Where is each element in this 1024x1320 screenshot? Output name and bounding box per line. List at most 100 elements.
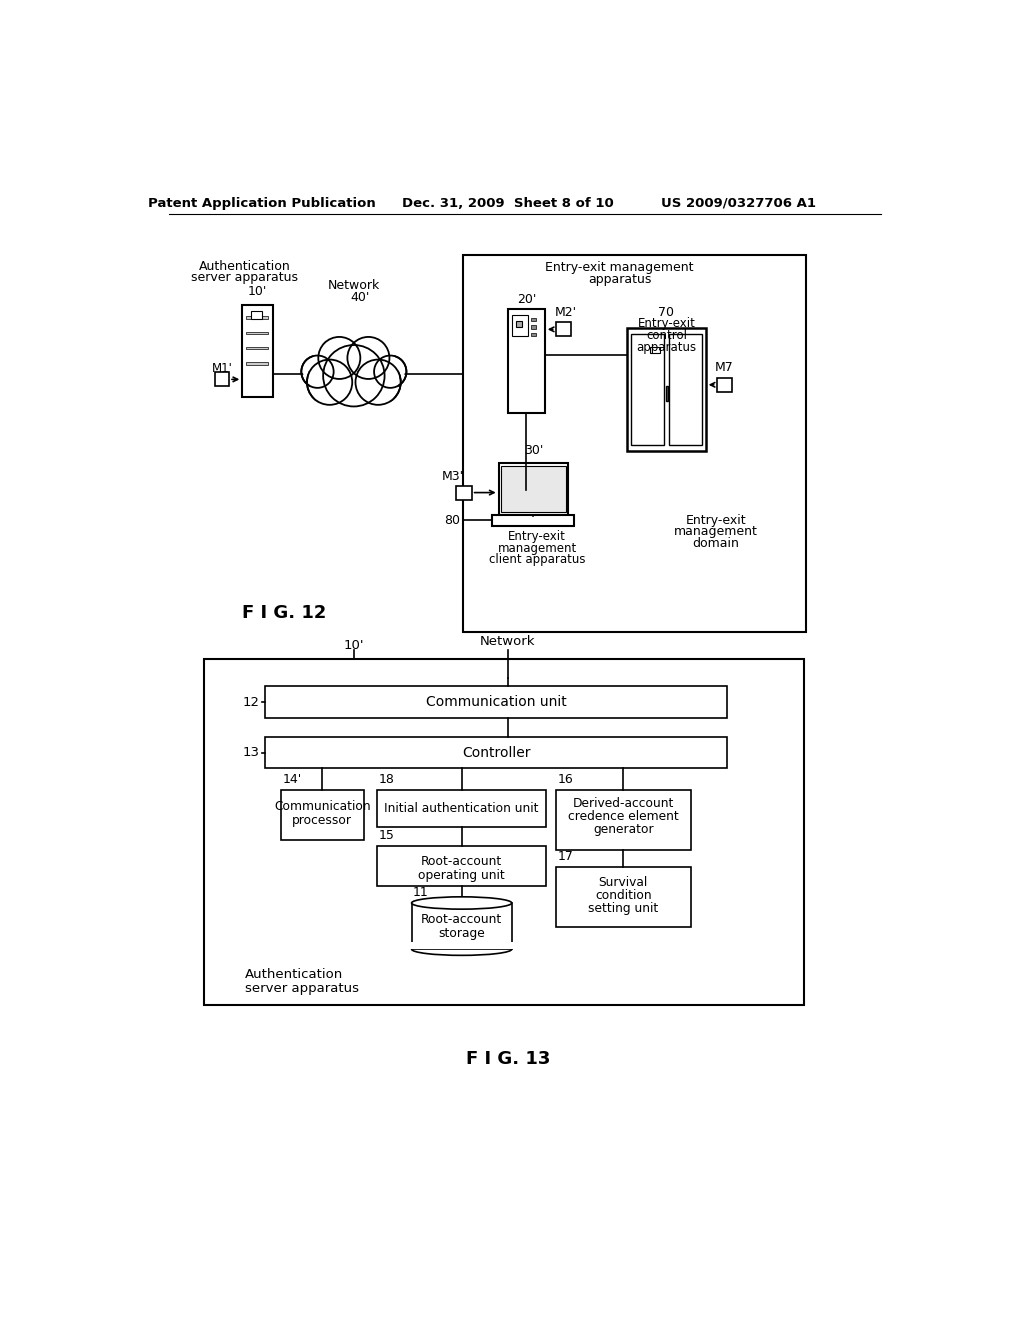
Bar [556,867,691,927]
Circle shape [324,345,385,407]
Text: Root-account: Root-account [421,855,503,869]
Text: control: control [646,329,687,342]
Text: F I G. 13: F I G. 13 [466,1051,550,1068]
Bar [512,314,528,337]
Bar [556,322,571,337]
Text: apparatus: apparatus [588,273,651,286]
Text: storage: storage [438,927,485,940]
Circle shape [350,341,386,376]
Bar [531,318,536,321]
Bar [515,321,521,327]
Bar [669,334,701,445]
Text: M2': M2' [555,306,577,319]
Text: Communication: Communication [274,800,371,813]
Text: US 2009/0327706 A1: US 2009/0327706 A1 [662,197,816,210]
Circle shape [310,363,349,401]
Text: 10': 10' [248,285,267,298]
Text: server apparatus: server apparatus [191,271,298,284]
Bar [493,515,574,525]
Text: Entry-exit: Entry-exit [685,513,746,527]
Text: Controller: Controller [462,746,530,760]
Bar [281,789,364,840]
Text: management: management [498,541,577,554]
Text: condition: condition [595,888,651,902]
Text: Derived-account: Derived-account [572,797,674,810]
Text: 10': 10' [344,639,365,652]
Text: apparatus: apparatus [637,341,696,354]
Text: Root-account: Root-account [421,913,503,927]
Bar [265,686,727,718]
Text: 11: 11 [413,886,429,899]
Text: 17: 17 [558,850,573,862]
Circle shape [328,350,380,401]
Bar [556,789,691,850]
Text: Entry-exit management: Entry-exit management [545,261,694,275]
Circle shape [304,358,331,385]
Text: 70: 70 [658,306,675,319]
Circle shape [318,337,360,379]
Bar [463,255,806,632]
Bar [412,903,512,949]
Text: Initial authentication unit: Initial authentication unit [384,801,539,814]
Circle shape [347,337,389,379]
Circle shape [307,359,352,405]
Text: F I G. 12: F I G. 12 [243,603,327,622]
Text: Authentication: Authentication [199,260,291,273]
Text: Survival: Survival [599,875,648,888]
Text: Network: Network [328,279,380,292]
Bar [628,327,706,451]
Text: management: management [674,525,758,539]
Bar [246,331,267,334]
Bar [531,333,536,337]
Text: processor: processor [292,814,352,828]
Bar [410,942,513,949]
Text: 13: 13 [242,746,259,759]
Text: 14': 14' [283,772,301,785]
Bar [531,326,536,329]
Text: 40': 40' [350,290,370,304]
Text: 30': 30' [523,445,543,458]
Bar [204,659,804,1006]
Text: generator: generator [593,824,653,837]
Bar [666,385,668,401]
Bar [457,486,472,499]
Bar [246,347,267,350]
Text: setting unit: setting unit [588,902,658,915]
Circle shape [377,358,404,385]
Bar [265,738,727,768]
Text: Network: Network [480,635,536,648]
Text: M3': M3' [441,470,464,483]
Text: 16: 16 [558,772,573,785]
Bar [650,347,659,354]
Text: credence element: credence element [568,810,679,824]
Text: domain: domain [692,537,739,550]
Text: M7: M7 [715,362,733,375]
Bar [252,312,262,318]
Text: 20': 20' [517,293,536,306]
Text: Communication unit: Communication unit [426,696,566,709]
Text: Authentication: Authentication [245,968,343,981]
Text: 15: 15 [379,829,394,842]
Circle shape [374,355,407,388]
Text: 80: 80 [444,513,460,527]
Text: Dec. 31, 2009  Sheet 8 of 10: Dec. 31, 2009 Sheet 8 of 10 [402,197,613,210]
Circle shape [355,359,400,405]
Circle shape [358,363,397,401]
Bar [501,466,565,512]
Text: client apparatus: client apparatus [488,553,586,566]
Bar [243,305,273,397]
Bar [246,317,267,318]
Bar [215,372,229,387]
Text: Entry-exit: Entry-exit [508,529,566,543]
Text: 12: 12 [242,696,259,709]
Circle shape [301,355,334,388]
Ellipse shape [412,896,512,909]
Bar [499,462,568,515]
Text: server apparatus: server apparatus [245,982,358,995]
Text: 18: 18 [379,772,394,785]
Bar [508,309,545,412]
Bar [377,846,547,886]
Circle shape [309,331,398,420]
Circle shape [322,341,357,376]
Text: Entry-exit: Entry-exit [638,317,695,330]
